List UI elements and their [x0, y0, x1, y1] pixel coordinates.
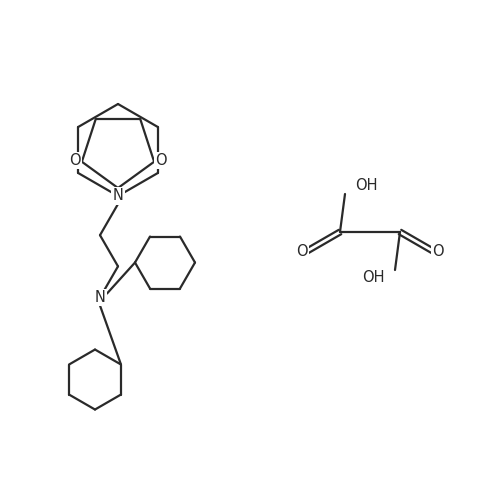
Text: O: O	[432, 243, 444, 259]
Text: O: O	[296, 243, 308, 259]
Text: OH: OH	[355, 179, 378, 193]
Text: N: N	[112, 189, 124, 204]
Text: O: O	[69, 153, 80, 168]
Text: OH: OH	[362, 271, 385, 286]
Text: N: N	[94, 290, 106, 305]
Text: O: O	[156, 153, 167, 168]
